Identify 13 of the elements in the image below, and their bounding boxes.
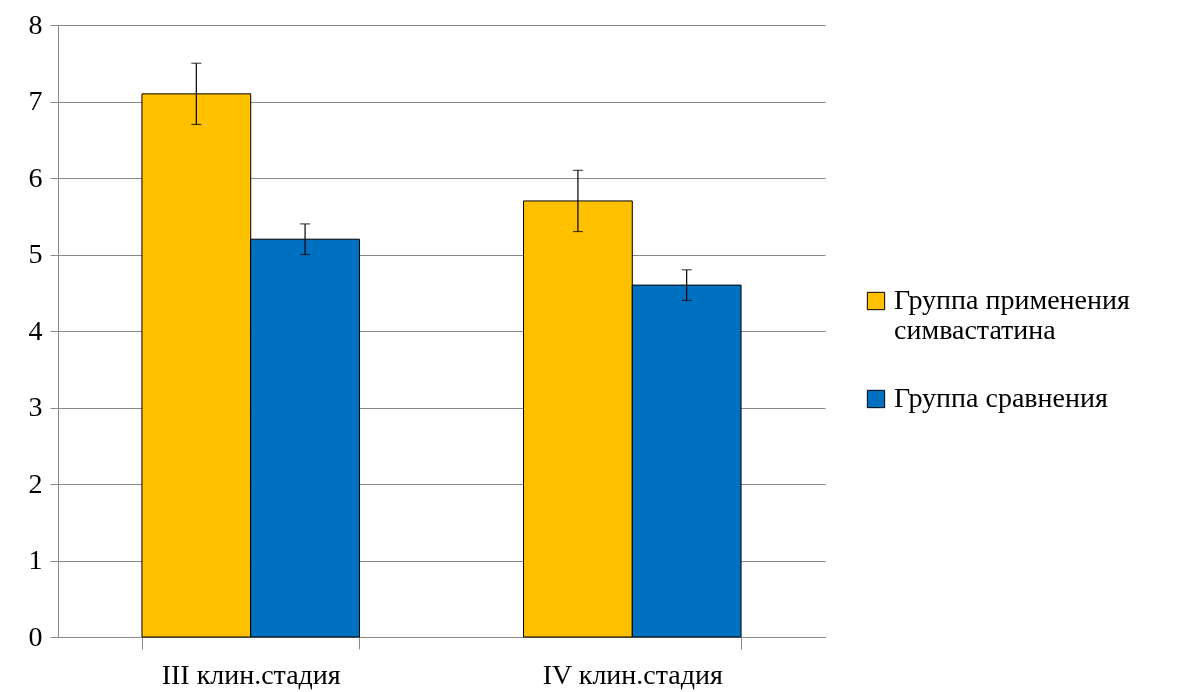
legend-label: Группа применения симвастатина xyxy=(894,284,1130,345)
legend-label: Группа сравнения xyxy=(894,382,1108,413)
y-tick-label: 3 xyxy=(28,391,43,422)
y-tick-label: 7 xyxy=(28,85,43,116)
y-tick-label: 1 xyxy=(28,544,43,575)
y-tick-label: 5 xyxy=(28,238,43,269)
x-tick-label: IV клин.стадия xyxy=(542,658,723,690)
y-tick-label: 0 xyxy=(28,620,43,652)
x-tick-label: III клин.стадия xyxy=(161,658,341,690)
y-tick-label: 6 xyxy=(28,161,43,193)
y-tick-label: 2 xyxy=(28,467,43,499)
y-tick-label: 8 xyxy=(28,8,43,40)
y-tick-label: 4 xyxy=(28,314,43,346)
